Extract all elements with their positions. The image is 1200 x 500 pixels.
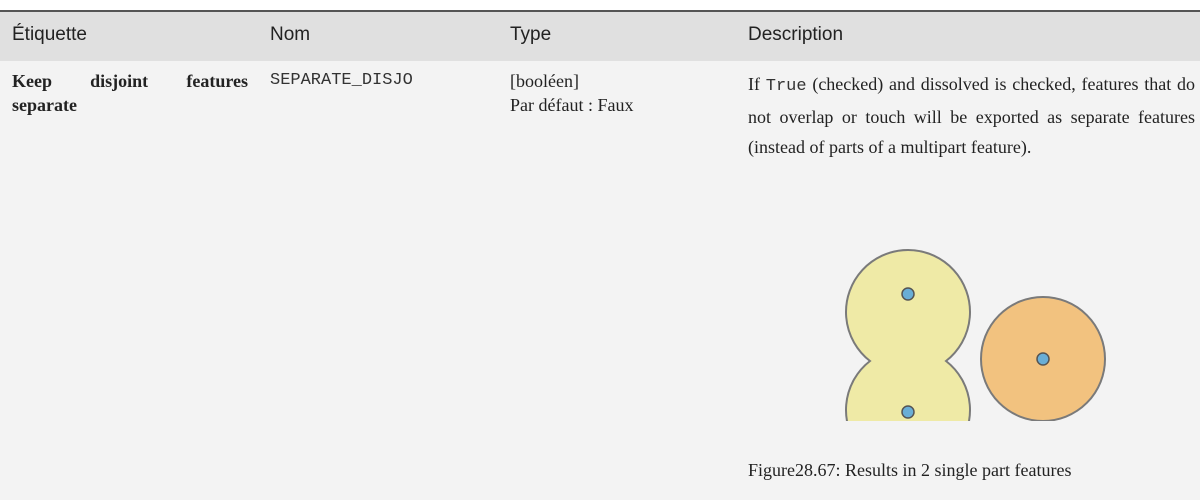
description-cell: If True (checked) and dissolved is check…: [748, 69, 1195, 162]
point: [901, 287, 915, 301]
type-text: [booléen]: [510, 71, 579, 91]
header-cell: Type: [510, 24, 552, 45]
header-cell: Étiquette: [12, 24, 87, 45]
point: [901, 405, 915, 419]
name-cell: SEPARATE_DISJO: [270, 71, 413, 90]
label-cell: Keep disjoint features separate: [12, 71, 248, 115]
caption-number: Figure28.67:: [748, 460, 841, 480]
default-text: Par défaut : Faux: [510, 95, 634, 115]
description-text: If: [748, 74, 766, 94]
point: [1036, 352, 1050, 366]
type-cell: [booléen] Par défaut : Faux: [510, 69, 633, 117]
code-text: True: [765, 77, 807, 96]
description-text: (checked) and dissolved is checked, feat…: [748, 74, 1195, 157]
table-row: Keep disjoint features separate SEPARATE…: [0, 61, 1200, 500]
caption-text: Results in 2 single part features: [845, 460, 1072, 480]
merged-feature: [845, 249, 971, 421]
header-cell: Nom: [270, 24, 311, 45]
table-header: Étiquette Nom Type Description: [0, 10, 1200, 61]
figure: [845, 249, 1106, 421]
figure-caption: Figure28.67: Results in 2 single part fe…: [748, 455, 1195, 485]
header-cell: Description: [748, 24, 844, 45]
